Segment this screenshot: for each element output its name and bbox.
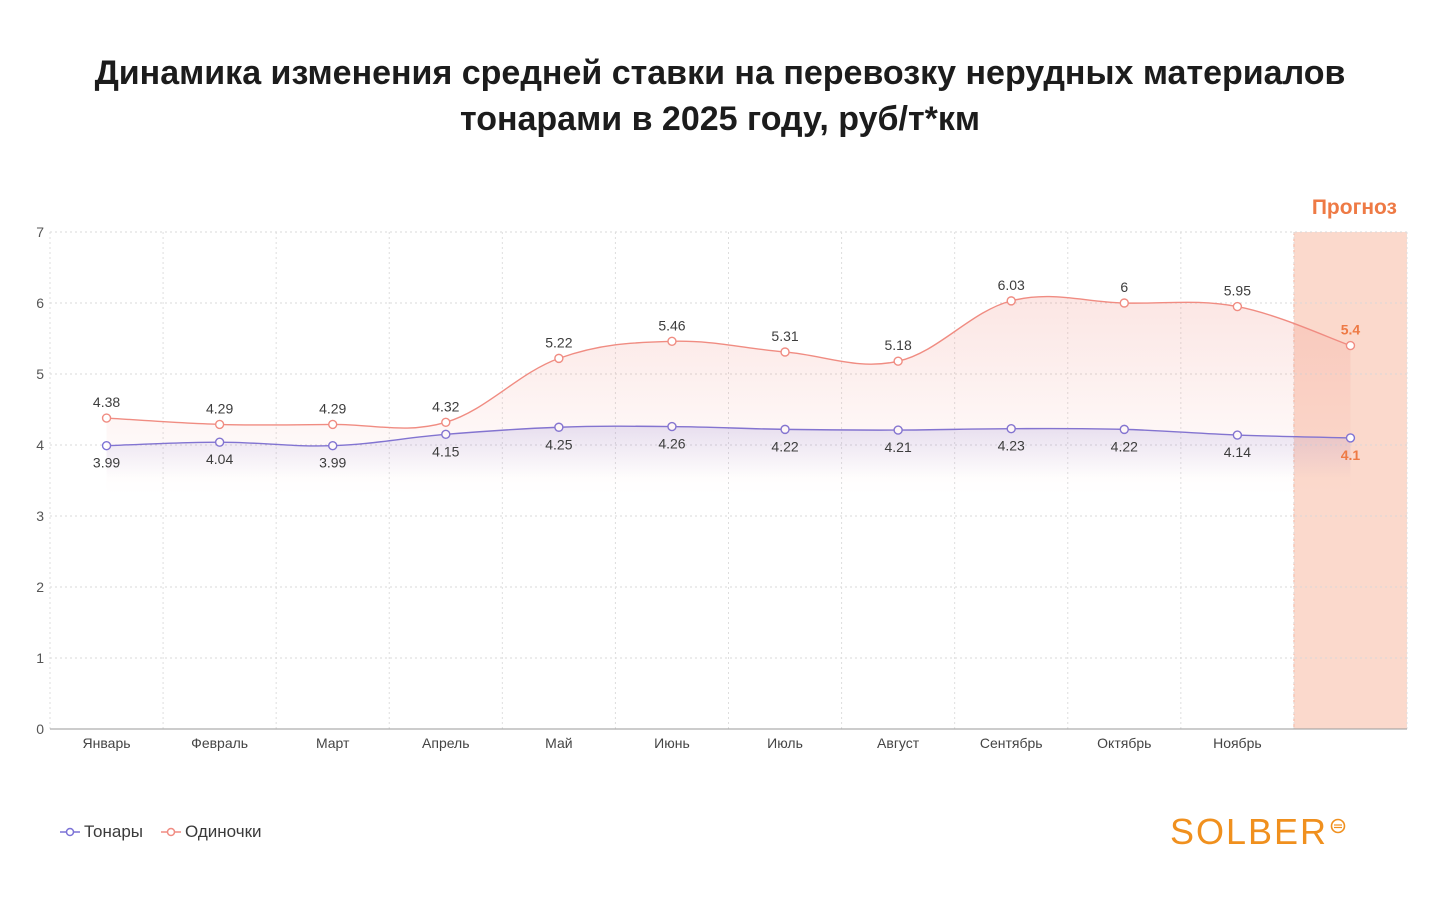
legend-marker-odinochki: [161, 827, 182, 837]
data-label-tonary: 4.22: [771, 438, 798, 454]
data-label-odinochki: 5.95: [1224, 283, 1251, 299]
y-tick-label: 2: [36, 579, 44, 595]
data-point-odinochki[interactable]: [1345, 340, 1356, 351]
data-point-odinochki[interactable]: [328, 419, 338, 430]
chart-title-line-2: тонарами в 2025 году, руб/т*км: [459, 100, 981, 138]
data-label-odinochki: 4.32: [432, 398, 459, 414]
y-tick-label: 4: [36, 437, 44, 453]
x-tick-label: Август: [877, 735, 920, 751]
data-label-tonary: 4.21: [885, 439, 912, 455]
legend-marker-tonary: [60, 827, 80, 837]
x-tick-label: Январь: [83, 735, 131, 751]
data-label-tonary: 4.1: [1341, 447, 1361, 463]
data-label-tonary: 4.15: [432, 443, 459, 459]
data-label-tonary: 3.99: [93, 455, 120, 471]
data-label-odinochki: 5.31: [771, 328, 798, 344]
data-point-odinochki[interactable]: [1232, 301, 1243, 312]
legend-label-odinochki: Одиночки: [185, 822, 262, 841]
data-label-odinochki: 5.46: [658, 317, 685, 333]
y-tick-label: 5: [36, 366, 44, 382]
series-line-odinochki: [106, 295, 1351, 429]
data-point-odinochki[interactable]: [441, 417, 451, 427]
data-label-tonary: 4.25: [545, 436, 572, 452]
y-tick-label: 3: [36, 508, 44, 524]
y-tick-label: 6: [36, 295, 44, 311]
data-label-odinochki: 5.4: [1341, 322, 1361, 338]
data-point-odinochki[interactable]: [214, 419, 225, 430]
chart-legend: Тонары Одиночки: [60, 822, 262, 842]
data-label-odinochki: 5.22: [545, 334, 572, 350]
data-point-odinochki[interactable]: [554, 353, 564, 364]
legend-label-tonary: Тонары: [84, 822, 144, 841]
solber-logo: SOLBER: [1170, 812, 1346, 852]
data-point-odinochki[interactable]: [893, 356, 903, 366]
y-tick-label: 1: [36, 650, 44, 666]
x-tick-label: Май: [545, 735, 572, 751]
data-label-odinochki: 6: [1120, 279, 1128, 295]
data-label-tonary: 4.23: [998, 438, 1025, 454]
data-label-tonary: 4.22: [1111, 438, 1138, 454]
x-tick-label: Октябрь: [1097, 735, 1151, 751]
y-tick-label: 7: [36, 224, 44, 240]
chart-title-line-1: Динамика изменения средней ставки на пер…: [94, 54, 1346, 92]
forecast-label: Прогноз: [1312, 196, 1397, 219]
y-tick-label: 0: [36, 721, 44, 737]
data-point-odinochki[interactable]: [667, 336, 677, 347]
data-point-odinochki[interactable]: [780, 347, 790, 357]
x-tick-label: Февраль: [191, 735, 248, 751]
data-label-tonary: 3.99: [319, 455, 346, 471]
line-chart: Прогноз 0 1 2 3 4 5 6 7 Январь Февраль Март Апрель М…: [36, 196, 1408, 751]
data-label-odinochki: 4.38: [93, 394, 120, 410]
x-tick-label: Апрель: [422, 735, 470, 751]
data-label-tonary: 4.14: [1224, 444, 1251, 460]
data-point-odinochki[interactable]: [101, 413, 112, 423]
x-tick-label: Июнь: [654, 735, 690, 751]
brand-sun-icon: [1330, 818, 1346, 834]
x-tick-label: Ноябрь: [1213, 735, 1262, 751]
legend-item-odinochki[interactable]: Одиночки: [161, 822, 262, 842]
data-label-tonary: 4.04: [206, 451, 233, 467]
legend-item-tonary[interactable]: Тонары: [60, 822, 143, 842]
data-label-odinochki: 5.18: [885, 337, 912, 353]
data-label-odinochki: 6.03: [998, 277, 1025, 293]
data-label-odinochki: 4.29: [206, 400, 233, 416]
chart-title: Динамика изменения средней ставки на пер…: [0, 50, 1440, 142]
data-label-tonary: 4.26: [658, 436, 685, 452]
x-tick-label: Сентябрь: [980, 735, 1043, 751]
data-label-odinochki: 4.29: [319, 400, 346, 416]
brand-wordmark: SOLBER: [1170, 811, 1329, 852]
x-tick-label: Март: [316, 735, 350, 751]
series-area-odinochki: [106, 296, 1351, 495]
data-point-odinochki[interactable]: [1119, 298, 1129, 308]
x-tick-label: Июль: [767, 735, 803, 751]
data-point-odinochki[interactable]: [1006, 296, 1016, 306]
